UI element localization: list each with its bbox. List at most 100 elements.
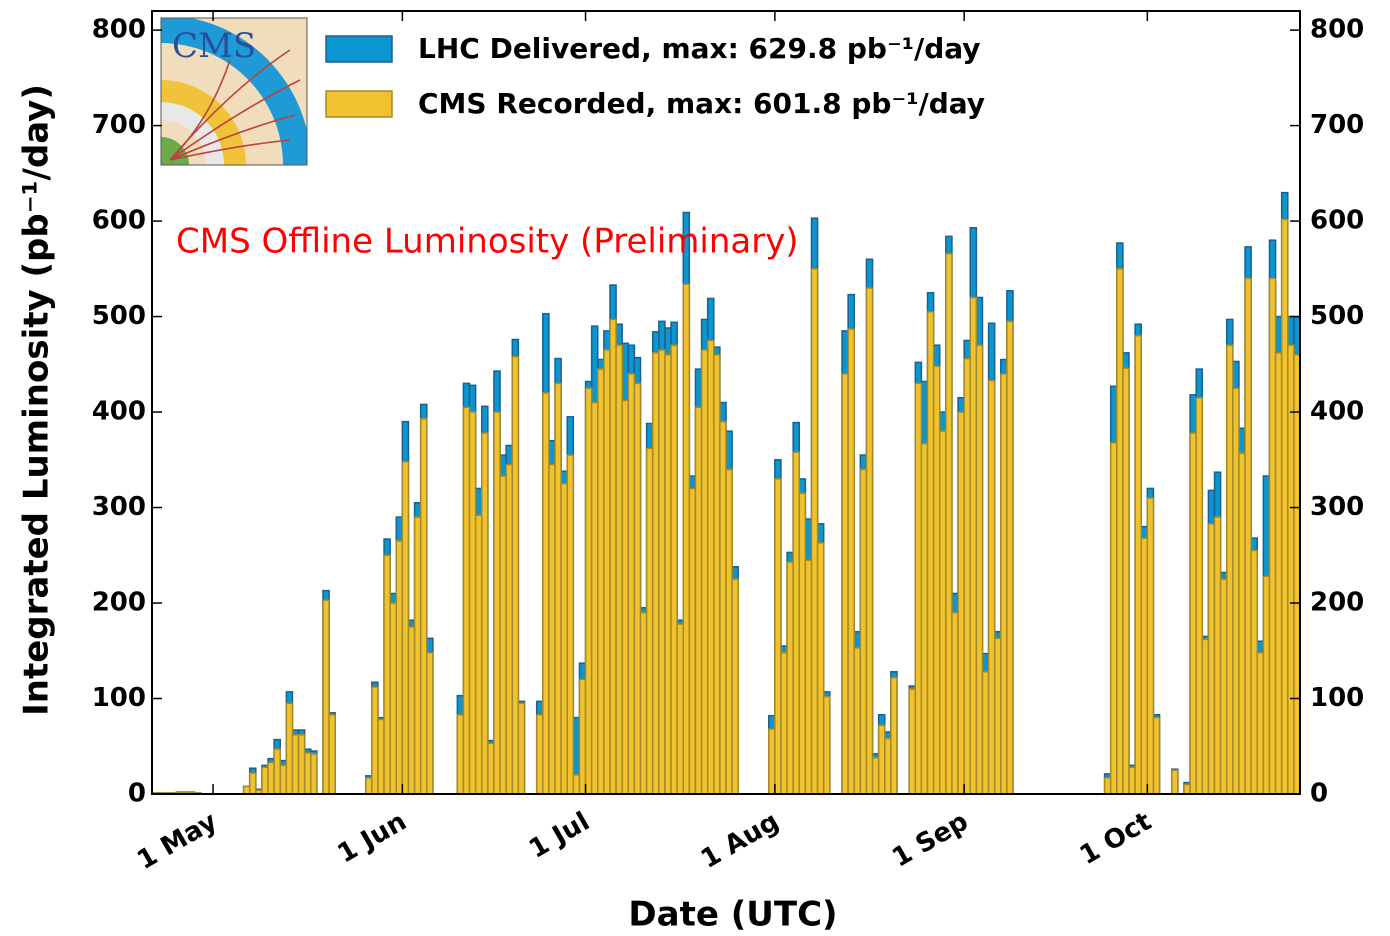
bar bbox=[609, 318, 617, 795]
bar bbox=[248, 772, 257, 795]
legend-label: LHC Delivered, max: 629.8 pb⁻¹/day bbox=[418, 32, 981, 65]
bar bbox=[1128, 766, 1136, 795]
bar bbox=[1225, 344, 1234, 795]
bar bbox=[560, 482, 568, 795]
bar bbox=[1207, 523, 1216, 795]
legend-swatch bbox=[325, 90, 393, 118]
bar bbox=[1238, 452, 1246, 795]
y2-tick-label: 800 bbox=[1310, 15, 1364, 45]
bar bbox=[615, 344, 623, 795]
bar bbox=[1232, 387, 1240, 795]
bar bbox=[621, 399, 630, 795]
bar bbox=[273, 748, 281, 795]
plot-frame bbox=[151, 10, 1301, 795]
bar bbox=[975, 344, 984, 795]
y2-tick-label: 100 bbox=[1310, 683, 1364, 713]
bar bbox=[920, 442, 929, 795]
bar bbox=[242, 785, 251, 795]
y-tick-label: 500 bbox=[92, 301, 146, 331]
bar bbox=[847, 328, 855, 795]
bar bbox=[1134, 334, 1142, 795]
bar bbox=[285, 702, 294, 795]
logo-text: CMS bbox=[172, 26, 256, 66]
legend-swatch bbox=[325, 35, 393, 63]
bar bbox=[810, 268, 819, 795]
bar bbox=[1006, 320, 1014, 795]
bar bbox=[908, 688, 917, 795]
bar bbox=[480, 432, 489, 795]
bar bbox=[499, 475, 507, 795]
bar bbox=[1189, 432, 1197, 795]
bar bbox=[926, 311, 935, 795]
bar bbox=[474, 514, 483, 795]
bar bbox=[1109, 441, 1118, 795]
bar bbox=[767, 728, 776, 795]
bar bbox=[1000, 373, 1008, 795]
annotation: CMS Offline Luminosity (Preliminary) bbox=[176, 222, 799, 262]
x-tick-label: 1 Aug bbox=[696, 807, 784, 875]
bar bbox=[871, 756, 880, 795]
bar bbox=[877, 724, 886, 795]
bar bbox=[670, 344, 678, 795]
bar bbox=[780, 651, 788, 795]
x-tick-label: 1 Sep bbox=[887, 807, 973, 874]
y-tick-label: 600 bbox=[92, 206, 146, 236]
bar bbox=[493, 411, 501, 795]
cms-logo: CMS bbox=[160, 17, 308, 166]
bar bbox=[914, 382, 923, 795]
bar bbox=[310, 753, 318, 795]
bar bbox=[1201, 638, 1210, 795]
bar bbox=[456, 713, 465, 795]
bar bbox=[1244, 277, 1252, 795]
bar bbox=[261, 766, 269, 795]
y-tick-label: 800 bbox=[92, 15, 146, 45]
bar bbox=[590, 401, 599, 795]
bar bbox=[664, 354, 672, 795]
bar bbox=[676, 623, 685, 795]
x-tick-label: 1 Jul bbox=[524, 807, 595, 865]
bar bbox=[395, 540, 404, 795]
bar bbox=[865, 287, 874, 795]
y2-tick-label: 200 bbox=[1310, 588, 1364, 618]
x-tick-label: 1 Jun bbox=[333, 807, 412, 870]
bar bbox=[279, 764, 288, 795]
bar bbox=[1152, 716, 1161, 795]
bar bbox=[584, 387, 593, 795]
bar bbox=[297, 734, 306, 795]
bar bbox=[1280, 218, 1289, 795]
bar bbox=[462, 406, 471, 795]
y-tick-label: 200 bbox=[92, 588, 146, 618]
bar bbox=[426, 651, 434, 795]
bar bbox=[633, 382, 642, 795]
bar bbox=[651, 352, 660, 795]
bar bbox=[963, 357, 972, 795]
x-tick-label: 1 Oct bbox=[1075, 807, 1157, 872]
bar bbox=[1195, 396, 1204, 795]
bar bbox=[389, 602, 398, 795]
bar bbox=[1274, 352, 1283, 795]
y2-tick-label: 700 bbox=[1310, 110, 1364, 140]
bar bbox=[419, 417, 428, 795]
bar bbox=[542, 392, 550, 795]
bar bbox=[981, 671, 990, 795]
bar bbox=[328, 713, 336, 795]
x-axis-title: Date (UTC) bbox=[628, 895, 837, 935]
bar bbox=[688, 487, 697, 795]
y-tick-label: 0 bbox=[128, 779, 146, 809]
bar bbox=[890, 676, 898, 795]
bar bbox=[566, 454, 575, 795]
bar bbox=[719, 420, 727, 795]
bar bbox=[731, 578, 739, 795]
bar bbox=[548, 463, 556, 795]
bar bbox=[1122, 367, 1130, 795]
bar bbox=[413, 516, 422, 795]
bar bbox=[364, 777, 373, 795]
bar bbox=[822, 695, 831, 795]
y-axis-title: Integrated Luminosity (pb⁻¹/day) bbox=[17, 84, 57, 716]
bar bbox=[535, 713, 544, 795]
legend: LHC Delivered, max: 629.8 pb⁻¹/day CMS R… bbox=[325, 32, 985, 120]
bar bbox=[371, 686, 379, 795]
bar bbox=[993, 637, 1002, 795]
bar bbox=[1213, 516, 1222, 795]
bar bbox=[682, 283, 691, 795]
